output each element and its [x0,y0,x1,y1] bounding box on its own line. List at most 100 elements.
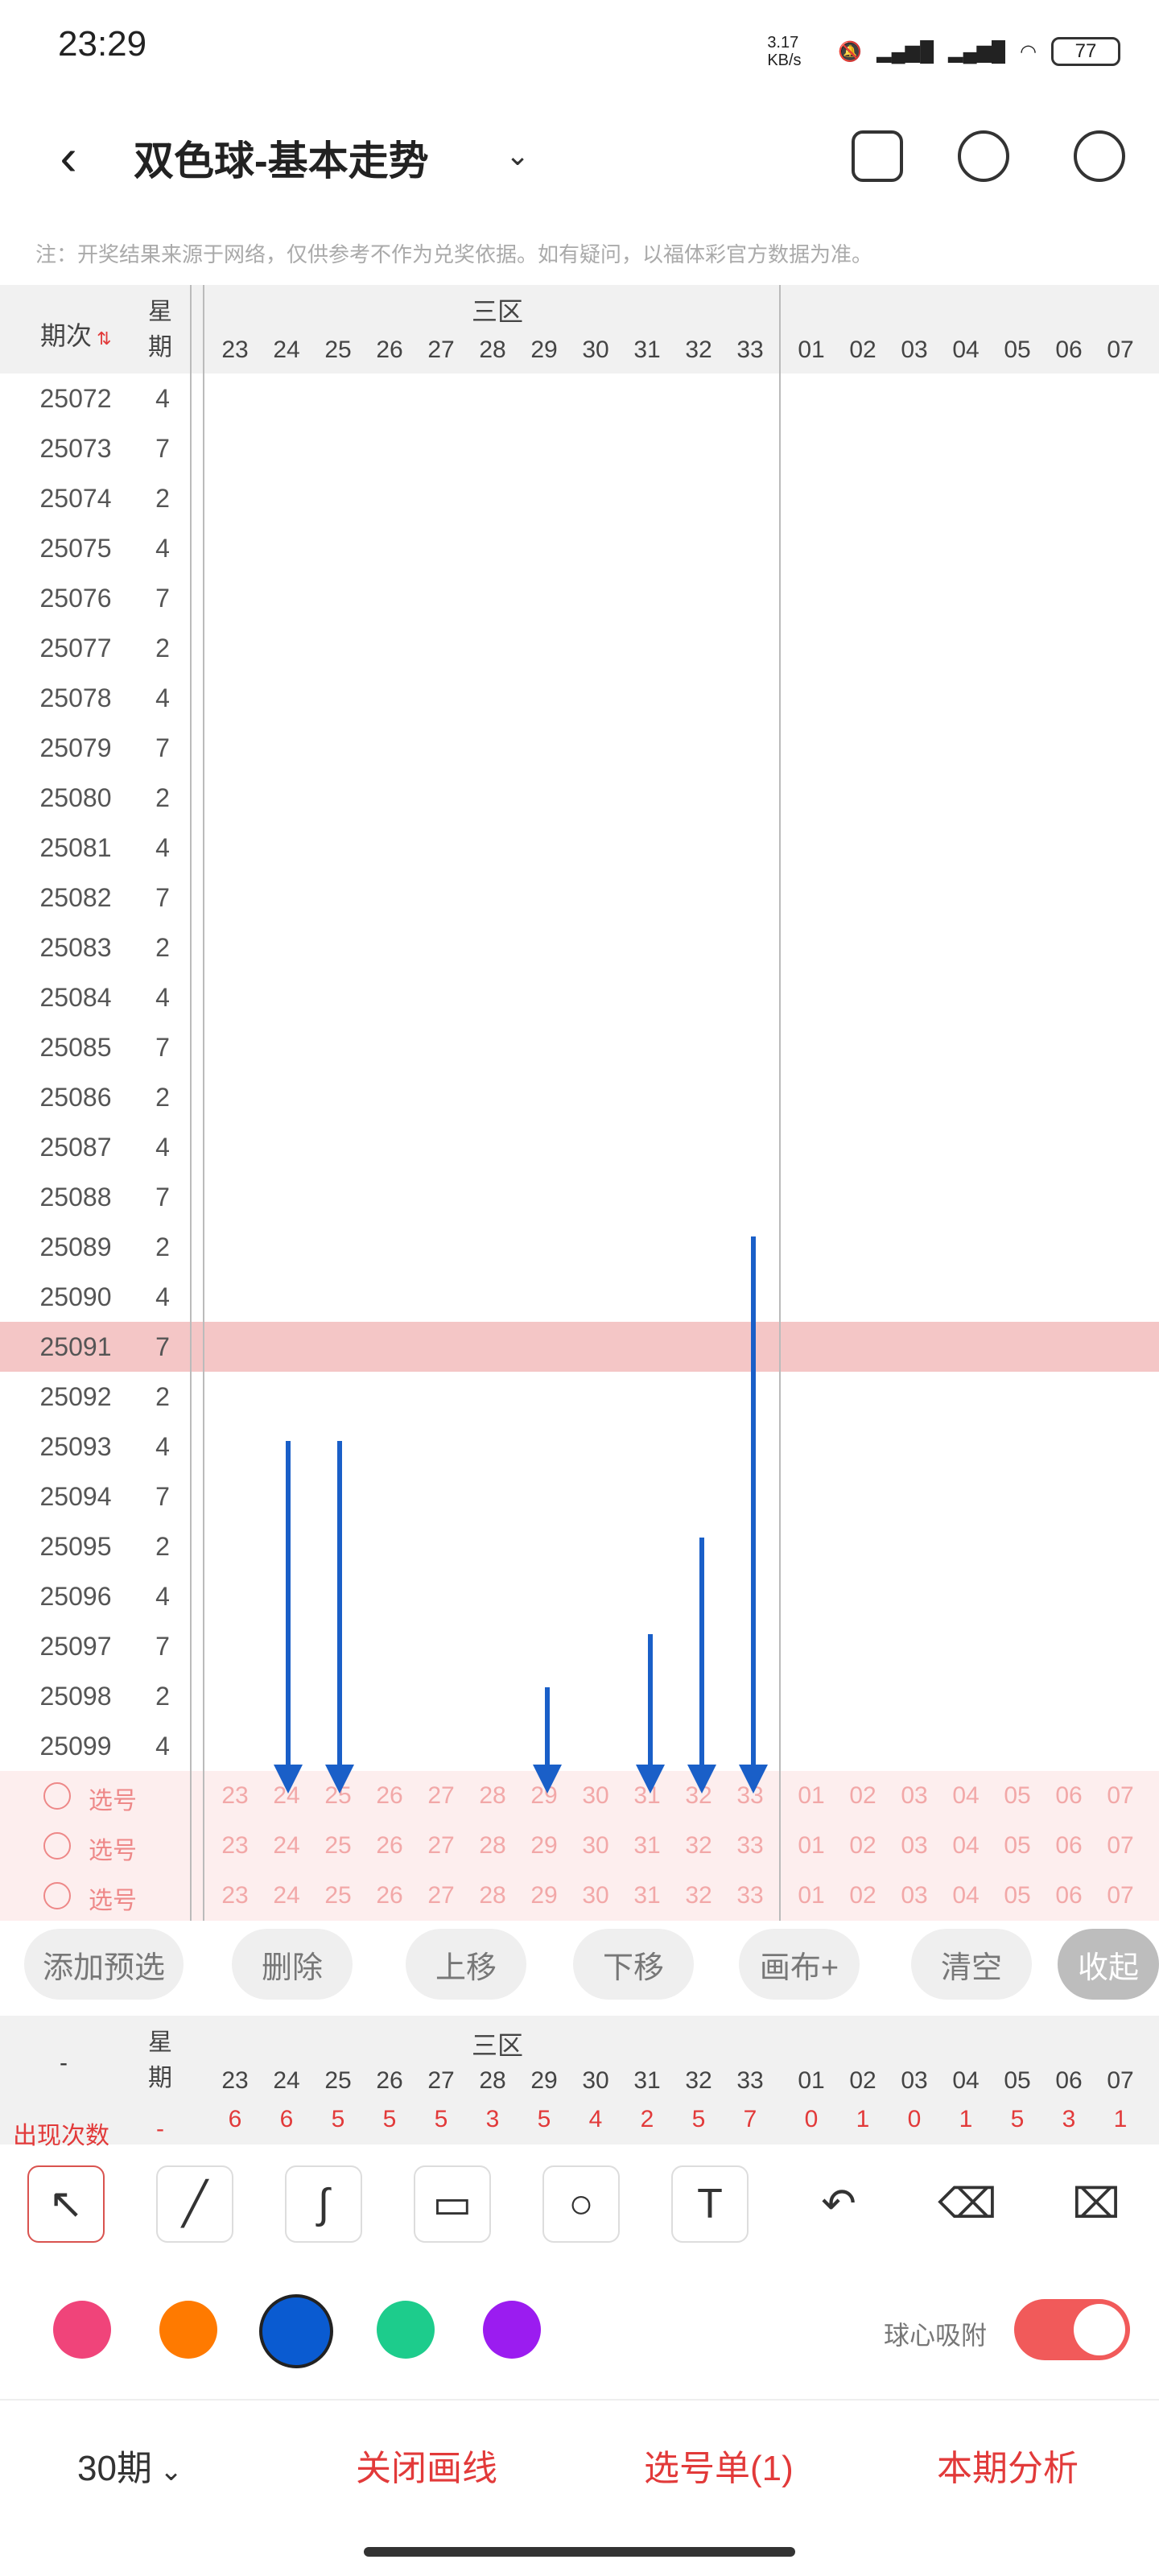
select-number[interactable]: 31 [633,1832,661,1859]
text-tool-icon[interactable]: T [671,2165,749,2243]
canvas-plus-button[interactable]: 画布+ [739,1929,860,2000]
select-number[interactable]: 01 [798,1882,825,1909]
table-row[interactable] [0,1122,1159,1172]
select-number[interactable]: 30 [582,1782,609,1809]
color-orange[interactable] [159,2301,217,2359]
table-row[interactable] [0,623,1159,673]
select-number[interactable]: 24 [273,1882,300,1909]
select-number[interactable]: 06 [1055,1832,1083,1859]
layout-icon[interactable] [852,130,903,182]
table-row[interactable] [0,1521,1159,1571]
select-number[interactable]: 29 [530,1832,558,1859]
delete-button[interactable]: 删除 [232,1929,353,2000]
select-number[interactable]: 04 [952,1832,980,1859]
select-number[interactable]: 23 [221,1882,249,1909]
periods-select[interactable]: 30期 ⌄ [77,2449,183,2488]
select-number[interactable]: 04 [952,1882,980,1909]
select-number[interactable]: 03 [901,1882,928,1909]
back-button[interactable]: ‹ [60,128,77,186]
table-row[interactable] [0,523,1159,573]
undo-icon[interactable]: ↶ [800,2165,877,2243]
select-number[interactable]: 28 [479,1782,506,1809]
table-row[interactable] [0,1022,1159,1072]
table-row[interactable] [0,723,1159,773]
color-blue[interactable] [259,2294,333,2368]
arrow-tool-icon[interactable]: ↖ [27,2165,105,2243]
move-up-button[interactable]: 上移 [406,1929,526,2000]
select-number[interactable]: 28 [479,1832,506,1859]
select-number[interactable]: 33 [736,1882,764,1909]
select-number[interactable]: 05 [1004,1882,1031,1909]
select-number[interactable]: 29 [530,1882,558,1909]
select-number[interactable]: 04 [952,1782,980,1809]
select-number[interactable]: 03 [901,1832,928,1859]
select-number[interactable]: 02 [849,1782,876,1809]
add-preselect-button[interactable]: 添加预选 [24,1929,184,2000]
select-number[interactable]: 24 [273,1782,300,1809]
select-number[interactable]: 27 [427,1832,455,1859]
select-number[interactable]: 07 [1107,1782,1134,1809]
table-row[interactable] [0,1571,1159,1621]
select-number[interactable]: 32 [685,1782,712,1809]
select-row[interactable] [0,1771,1159,1821]
select-number[interactable]: 28 [479,1882,506,1909]
select-number[interactable]: 05 [1004,1782,1031,1809]
curve-tool-icon[interactable]: ∫ [285,2165,362,2243]
magnet-toggle[interactable] [1014,2299,1130,2360]
select-number[interactable]: 25 [324,1782,352,1809]
table-row[interactable] [0,1422,1159,1472]
home-indicator[interactable] [364,2547,795,2557]
table-row[interactable] [0,873,1159,923]
select-number[interactable]: 27 [427,1882,455,1909]
select-number[interactable]: 32 [685,1882,712,1909]
select-number[interactable]: 31 [633,1882,661,1909]
share-icon[interactable] [958,130,1009,182]
select-number[interactable]: 07 [1107,1832,1134,1859]
select-number[interactable]: 26 [376,1882,403,1909]
select-number[interactable]: 25 [324,1882,352,1909]
select-row[interactable] [0,1871,1159,1921]
circle-tool-icon[interactable]: ○ [542,2165,620,2243]
color-purple[interactable] [483,2301,541,2359]
move-down-button[interactable]: 下移 [573,1929,694,2000]
select-number[interactable]: 23 [221,1782,249,1809]
select-number[interactable]: 31 [633,1782,661,1809]
select-number[interactable]: 33 [736,1832,764,1859]
select-number[interactable]: 33 [736,1782,764,1809]
table-row[interactable] [0,1072,1159,1122]
selection-list-button[interactable]: 选号单(1) [644,2449,794,2488]
chevron-down-icon[interactable]: ⌄ [505,138,530,171]
select-number[interactable]: 29 [530,1782,558,1809]
table-row[interactable] [0,1472,1159,1521]
collapse-button[interactable]: 收起 [1058,1929,1159,2000]
sort-icon[interactable]: ⇅ [92,328,112,349]
select-number[interactable]: 30 [582,1832,609,1859]
table-row[interactable] [0,1272,1159,1322]
select-radio[interactable] [43,1832,71,1860]
select-row[interactable] [0,1821,1159,1871]
table-row[interactable] [0,1621,1159,1671]
table-row[interactable] [0,673,1159,723]
table-row[interactable] [0,972,1159,1022]
select-number[interactable]: 24 [273,1832,300,1859]
settings-icon[interactable] [1074,130,1125,182]
color-pink[interactable] [53,2301,111,2359]
table-row[interactable] [0,1322,1159,1372]
table-row[interactable] [0,1372,1159,1422]
table-row[interactable] [0,1222,1159,1272]
eraser-icon[interactable]: ⌫ [929,2165,1006,2243]
select-number[interactable]: 30 [582,1882,609,1909]
select-number[interactable]: 03 [901,1782,928,1809]
select-number[interactable]: 32 [685,1832,712,1859]
table-row[interactable] [0,1172,1159,1222]
table-row[interactable] [0,823,1159,873]
select-number[interactable]: 25 [324,1832,352,1859]
select-number[interactable]: 02 [849,1882,876,1909]
table-row[interactable] [0,423,1159,473]
select-number[interactable]: 01 [798,1782,825,1809]
select-number[interactable]: 02 [849,1832,876,1859]
select-radio[interactable] [43,1782,71,1810]
table-row[interactable] [0,1671,1159,1721]
line-tool-icon[interactable]: ╱ [156,2165,233,2243]
select-radio[interactable] [43,1882,71,1909]
